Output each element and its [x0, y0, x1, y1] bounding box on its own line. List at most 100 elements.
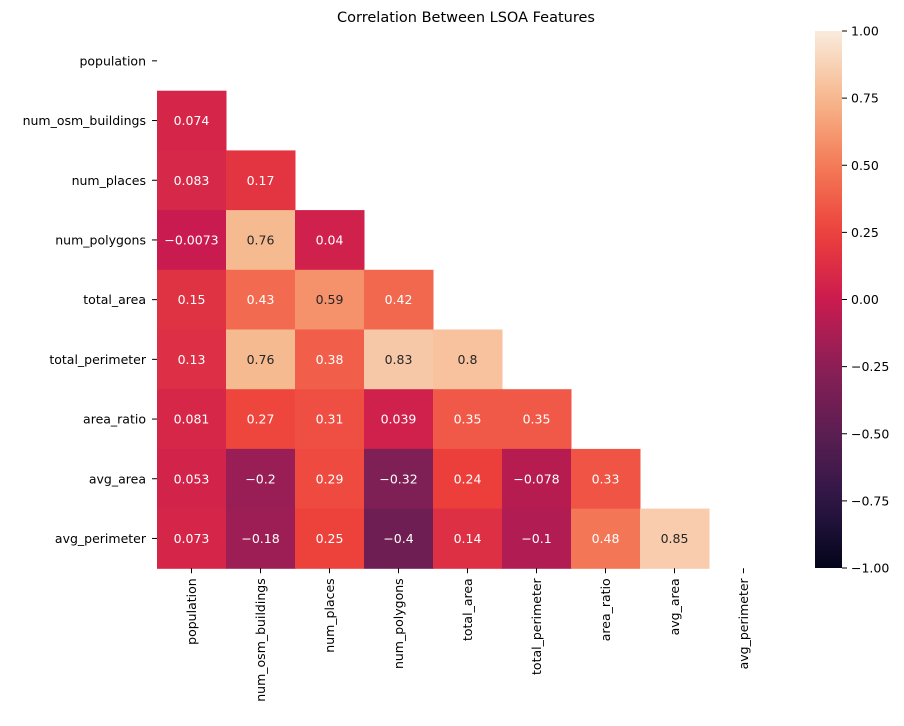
heatmap-cell — [571, 508, 641, 569]
colorbar-ticks: 1.00 0.75 0.50 0.25 0.00 −0.25 −0.50 −0.75 −1.00 — [842, 24, 889, 576]
colorbar-tick-label: −1.00 — [851, 561, 889, 576]
cell-value-label: 0.8 — [458, 352, 478, 367]
heatmap-cell — [640, 508, 710, 569]
heatmap-cell — [157, 508, 227, 569]
cell-value-label: 0.76 — [247, 232, 275, 247]
cell-value-label: 0.38 — [316, 352, 344, 367]
x-tick-label: total_area — [460, 578, 475, 641]
cell-value-label: −0.4 — [383, 531, 413, 546]
heatmap-cell — [502, 389, 572, 450]
y-tick-label: avg_perimeter — [55, 531, 147, 546]
y-tick-label: num_places — [72, 173, 146, 188]
heatmap-cells: 0.074 0.083 0.17 −0.0073 0.76 0.04 0.15 0.43 0.5… — [157, 90, 710, 569]
x-tick-label: total_perimeter — [529, 577, 544, 675]
cell-value-label: 0.48 — [592, 531, 620, 546]
cell-value-label: −0.078 — [513, 471, 559, 486]
cell-value-label: 0.42 — [385, 292, 413, 307]
heatmap-cell — [571, 448, 641, 510]
colorbar-tick-label: 1.00 — [851, 24, 879, 39]
colorbar-tick-label: 0.25 — [851, 225, 879, 240]
heatmap-cell — [295, 210, 365, 271]
heatmap-cell — [295, 389, 365, 450]
y-tick-label: avg_area — [89, 471, 146, 486]
cell-value-label: −0.32 — [379, 471, 417, 486]
cell-value-label: 0.17 — [247, 173, 275, 188]
heatmap-cell — [157, 389, 227, 450]
heatmap-cell — [157, 329, 227, 390]
cell-value-label: 0.15 — [178, 292, 206, 307]
cell-value-label: 0.081 — [174, 412, 210, 427]
cell-value-label: 0.14 — [454, 531, 482, 546]
cell-value-label: 0.24 — [454, 471, 482, 486]
heatmap-cell — [157, 90, 227, 151]
cell-value-label: 0.43 — [247, 292, 275, 307]
y-tick-label: num_polygons — [55, 232, 146, 247]
y-axis-labels: population num_osm_buildings num_placesnum… — [23, 53, 157, 546]
cell-value-label: 0.073 — [174, 531, 210, 546]
y-tick-label: num_osm_buildings — [23, 113, 146, 128]
x-tick-label: avg_perimeter — [736, 577, 751, 669]
cell-value-label: 0.31 — [316, 412, 344, 427]
cell-value-label: 0.59 — [316, 292, 344, 307]
y-tick-label: total_perimeter — [49, 352, 147, 367]
heatmap-cell — [157, 448, 227, 510]
heatmap-cell — [157, 210, 227, 271]
cell-value-label: 0.35 — [523, 412, 551, 427]
cell-value-label: 0.04 — [316, 232, 344, 247]
x-tick-label: area_ratio — [598, 578, 613, 641]
colorbar — [815, 31, 842, 568]
heatmap-cell — [226, 389, 296, 450]
cell-value-label: 0.27 — [247, 412, 275, 427]
colorbar-tick-label: 0.00 — [851, 292, 879, 307]
heatmap-cell — [433, 508, 503, 569]
x-tick-label: population — [184, 578, 199, 645]
heatmap-cell — [157, 269, 227, 330]
colorbar-tick-label: −0.50 — [851, 426, 889, 441]
cell-value-label: 0.053 — [174, 471, 210, 486]
cell-value-label: −0.1 — [521, 531, 551, 546]
heatmap-cell — [295, 329, 365, 390]
heatmap-cell — [433, 448, 503, 510]
heatmap-cell — [364, 508, 434, 569]
heatmap-cell — [226, 210, 296, 271]
cell-value-label: 0.13 — [178, 352, 206, 367]
cell-value-label: 0.85 — [661, 531, 689, 546]
y-tick-label: population — [79, 53, 146, 68]
x-tick-label: num_osm_buildings — [253, 578, 268, 701]
heatmap-cell — [364, 448, 434, 510]
y-tick-label: area_ratio — [83, 412, 146, 427]
cell-value-label: 0.83 — [385, 352, 413, 367]
cell-value-label: −0.2 — [245, 471, 275, 486]
cell-value-label: 0.33 — [592, 471, 620, 486]
heatmap-cell — [226, 150, 296, 211]
cell-value-label: 0.29 — [316, 471, 344, 486]
heatmap-cell — [295, 269, 365, 330]
y-tick-label: total_area — [83, 292, 146, 307]
heatmap-cell — [364, 269, 434, 330]
cell-value-label: −0.0073 — [164, 232, 218, 247]
colorbar-tick-label: 0.75 — [851, 91, 879, 106]
heatmap-cell — [226, 508, 296, 569]
cell-value-label: 0.35 — [454, 412, 482, 427]
x-tick-label: num_places — [322, 578, 337, 652]
heatmap-cell — [295, 448, 365, 510]
colorbar-tick-label: −0.25 — [851, 359, 889, 374]
heatmap-cell — [364, 329, 434, 390]
colorbar-tick-label: −0.75 — [851, 493, 889, 508]
heatmap-cell — [433, 389, 503, 450]
cell-value-label: 0.074 — [174, 113, 210, 128]
cell-value-label: −0.18 — [241, 531, 279, 546]
cell-value-label: 0.083 — [174, 173, 210, 188]
heatmap-cell — [295, 508, 365, 569]
x-tick-label: avg_area — [667, 578, 682, 635]
x-tick-label: num_polygons — [391, 578, 406, 669]
heatmap-cell — [226, 269, 296, 330]
chart-title: Correlation Between LSOA Features — [337, 10, 595, 26]
cell-value-label: 0.76 — [247, 352, 275, 367]
heatmap-cell — [502, 448, 572, 510]
cell-value-label: 0.039 — [381, 412, 417, 427]
heatmap-cell — [226, 448, 296, 510]
heatmap-cell — [502, 508, 572, 569]
colorbar-tick-label: 0.50 — [851, 158, 879, 173]
